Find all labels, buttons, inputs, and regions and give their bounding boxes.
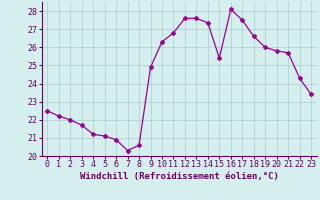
X-axis label: Windchill (Refroidissement éolien,°C): Windchill (Refroidissement éolien,°C) [80,172,279,181]
